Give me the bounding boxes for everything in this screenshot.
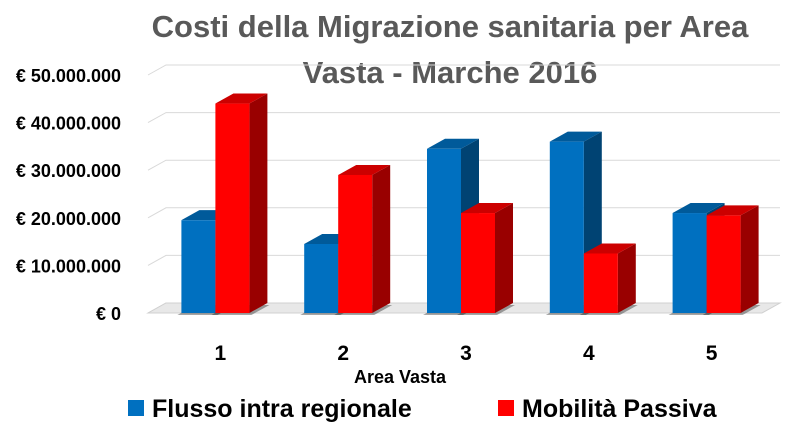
chart-title-line-1: Costi della Migrazione sanitaria per Are… (152, 9, 749, 44)
bar-flusso-area-3 (427, 148, 461, 313)
y-tick-label: € 40.000.000 (16, 114, 121, 134)
x-tick-label: 2 (337, 342, 349, 365)
bar-top (427, 138, 479, 149)
y-tick-label: € 30.000.000 (16, 161, 121, 181)
bar-flusso-area-5 (672, 213, 707, 313)
chart-title: Costi della Migrazione sanitaria per Are… (152, 9, 749, 90)
y-axis-ticks: € 0 € 10.000.000 € 20.000.000 € 30.000.000 €… (16, 66, 121, 324)
legend-label: Flusso intra regionale (152, 395, 412, 423)
bar-mobilita-area-4 (583, 253, 618, 313)
legend-item: Flusso intra regionale (128, 395, 412, 423)
bar-side (249, 93, 268, 313)
y-tick-label: € 20.000.000 (16, 209, 121, 229)
chart-title-line-2: Vasta - Marche 2016 (303, 55, 598, 90)
x-axis-ticks: 1 2 3 4 5 (215, 342, 718, 365)
bar-top (338, 164, 391, 175)
bars (177, 93, 761, 315)
bar-top (672, 203, 725, 214)
bar-flusso-area-2 (304, 243, 339, 313)
gridline (147, 64, 780, 76)
x-tick-label: 5 (706, 342, 718, 365)
bar-side (617, 243, 636, 313)
bar-mobilita-area-2 (338, 174, 373, 313)
x-tick-label: 4 (583, 342, 595, 365)
legend-item: Mobilità Passiva (498, 395, 718, 423)
x-tick-label: 3 (460, 342, 472, 365)
bar-flusso-area-4 (549, 141, 584, 313)
bar-side (372, 164, 391, 313)
bar-side (495, 203, 513, 313)
bar-top (583, 243, 636, 254)
bar-flusso-area-1 (181, 220, 216, 313)
x-tick-label: 1 (215, 342, 227, 365)
bar-side (740, 205, 759, 313)
legend-swatch (498, 400, 514, 416)
x-axis-title: Area Vasta (354, 367, 447, 387)
bar-top (549, 131, 602, 142)
bar-top (461, 203, 513, 214)
legend-swatch (128, 400, 144, 416)
y-tick-label: € 50.000.000 (16, 66, 121, 86)
bar-mobilita-area-1 (215, 103, 250, 313)
y-tick-label: € 10.000.000 (16, 256, 121, 276)
legend: Flusso intra regionale Mobilità Passiva (128, 395, 718, 423)
bar-top (215, 93, 268, 104)
bar-mobilita-area-3 (461, 213, 495, 313)
gridline (147, 112, 780, 124)
bar-mobilita-area-5 (706, 215, 741, 313)
y-tick-label: € 0 (96, 304, 121, 324)
legend-label: Mobilità Passiva (522, 395, 718, 423)
bar-top (706, 205, 759, 216)
